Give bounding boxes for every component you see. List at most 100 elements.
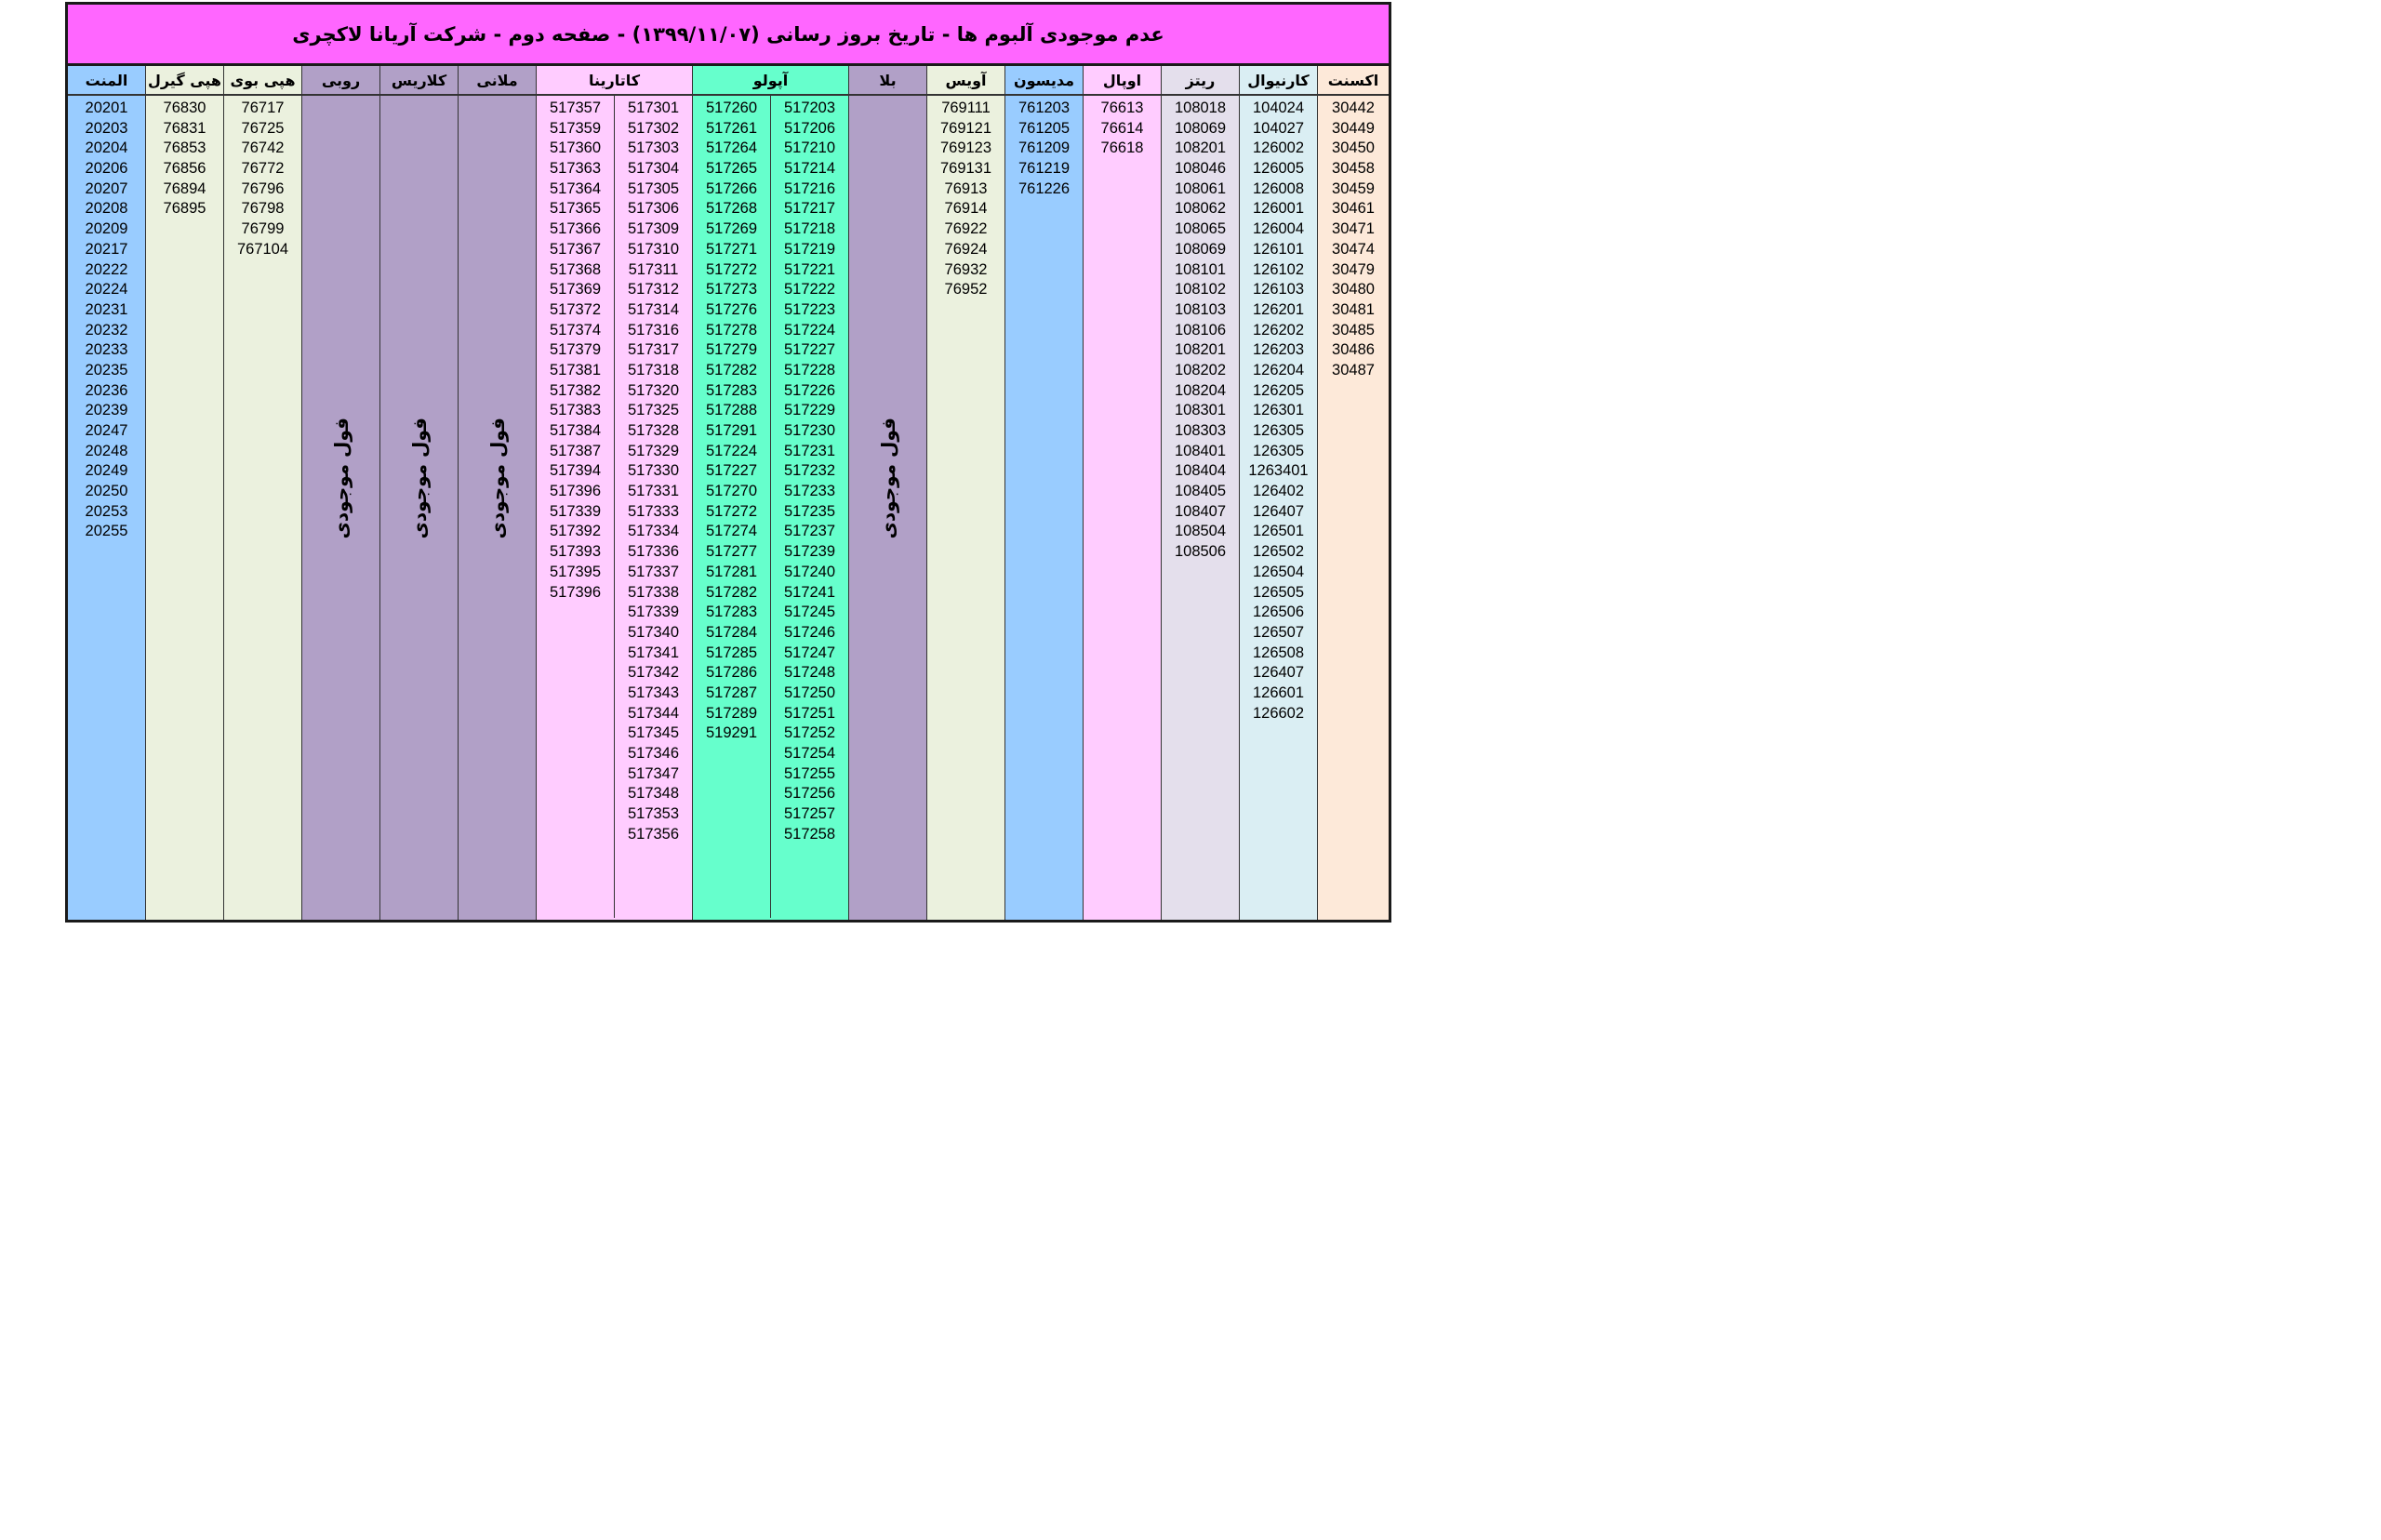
album-code: 517396: [549, 483, 602, 500]
album-code: 517230: [783, 422, 836, 439]
album-code: 517394: [549, 462, 602, 480]
column-header-bella: بلا: [849, 66, 926, 96]
album-code: 517357: [549, 100, 602, 116]
album-code: 517224: [783, 321, 836, 339]
album-code: 76799: [241, 220, 285, 238]
album-code: 108504: [1174, 523, 1227, 540]
album-code: 517255: [783, 764, 836, 782]
album-code: 76725: [241, 119, 285, 137]
album-code: 517257: [783, 805, 836, 823]
album-code: 126502: [1252, 543, 1305, 561]
album-code: 126501: [1252, 523, 1305, 540]
album-code: 126204: [1252, 361, 1305, 378]
subcolumn-happy-girl-1: 76830 76831 76853 76856 76894 76895: [146, 96, 223, 918]
album-code: 517222: [783, 281, 836, 299]
album-code: 104024: [1252, 100, 1305, 116]
album-code: 76914: [944, 200, 988, 218]
album-code: 517203: [783, 100, 836, 116]
album-code: 30461: [1332, 200, 1375, 218]
album-code: 517360: [549, 139, 602, 157]
album-code: 517276: [705, 300, 758, 318]
album-code: 108046: [1174, 160, 1227, 178]
album-code: 517342: [627, 664, 680, 682]
album-code: 517372: [549, 300, 602, 318]
album-code: 108201: [1174, 341, 1227, 359]
album-code: 76853: [163, 139, 206, 157]
album-code: 20247: [85, 422, 128, 439]
album-code: 108103: [1174, 300, 1227, 318]
full-stock-label: فول موجودی: [486, 418, 509, 539]
album-code: 517368: [549, 260, 602, 278]
album-code: 517284: [705, 623, 758, 641]
full-stock-label: فول موجودی: [876, 418, 899, 539]
album-code: 761219: [1018, 160, 1071, 178]
album-code: 20201: [85, 100, 128, 116]
subcolumn-ritz-1: 108018 108069 108201 108046 108061 108062 1080…: [1162, 96, 1239, 918]
album-code: 517283: [705, 604, 758, 621]
album-code: 517353: [627, 805, 680, 823]
album-code: 108201: [1174, 139, 1227, 157]
album-code: 30459: [1332, 179, 1375, 197]
album-code: 517264: [705, 139, 758, 157]
album-code: 517367: [549, 240, 602, 258]
album-code: 517282: [705, 361, 758, 378]
album-code: 517261: [705, 119, 758, 137]
album-code: 517273: [705, 281, 758, 299]
album-code: 517272: [705, 502, 758, 520]
album-code: 20231: [85, 300, 128, 318]
album-code: 517359: [549, 119, 602, 137]
column-header-accent: اکسنت: [1318, 66, 1389, 96]
album-code: 517260: [705, 100, 758, 116]
album-code: 517239: [783, 543, 836, 561]
album-code: 517256: [783, 785, 836, 803]
column-apollo: آپولو 517260 517261 517264 517265 517266 51726…: [693, 66, 849, 920]
album-code: 76831: [163, 119, 206, 137]
album-code: 517311: [628, 260, 679, 278]
album-code: 517206: [783, 119, 836, 137]
album-code: 517240: [783, 563, 836, 580]
album-code: 108102: [1174, 281, 1227, 299]
column-header-melanie: ملانی: [459, 66, 536, 96]
column-header-ritz: ریتز: [1162, 66, 1239, 96]
subcolumn-katarina-2: 517357 517359 517360 517363 517364 517365 5173…: [537, 96, 614, 918]
album-code: 517277: [705, 543, 758, 561]
album-code: 108204: [1174, 381, 1227, 399]
column-ritz: ریتز 108018 108069 108201 108046 108061 108062…: [1162, 66, 1240, 920]
album-code: 20222: [85, 260, 128, 278]
album-code: 108101: [1174, 260, 1227, 278]
album-code: 517333: [627, 502, 680, 520]
album-code: 517248: [783, 664, 836, 682]
album-code: 517229: [783, 402, 836, 419]
album-code: 517219: [783, 240, 836, 258]
album-code: 108018: [1174, 100, 1227, 116]
album-code: 104027: [1252, 119, 1305, 137]
album-code: 30442: [1332, 100, 1375, 116]
album-code: 126103: [1252, 281, 1305, 299]
album-code: 517387: [549, 442, 602, 459]
album-code: 517283: [705, 381, 758, 399]
album-code: 30449: [1332, 119, 1375, 137]
album-code: 517347: [627, 764, 680, 782]
column-header-avis: آویس: [927, 66, 1004, 96]
column-madison: مدیسون 761203 761205 761209 761219 761226: [1005, 66, 1084, 920]
album-code: 76772: [241, 160, 285, 178]
full-stock-note: فول موجودی: [459, 418, 536, 538]
album-code: 517330: [627, 462, 680, 480]
album-code: 517310: [627, 240, 680, 258]
album-code: 76798: [241, 200, 285, 218]
album-code: 517226: [783, 381, 836, 399]
subcolumn-apollo-2: 517260 517261 517264 517265 517266 517268 5172…: [693, 96, 770, 918]
album-code: 76830: [163, 100, 206, 116]
album-code: 517303: [627, 139, 680, 157]
album-code: 126005: [1252, 160, 1305, 178]
album-code: 517241: [783, 583, 836, 601]
album-code: 517270: [705, 483, 758, 500]
album-code: 126508: [1252, 644, 1305, 661]
album-code: 517395: [549, 563, 602, 580]
album-code: 20208: [85, 200, 128, 218]
album-code: 517312: [627, 281, 680, 299]
album-code: 517288: [705, 402, 758, 419]
album-code: 126402: [1252, 483, 1305, 500]
album-code: 76614: [1100, 119, 1144, 137]
album-code: 126002: [1252, 139, 1305, 157]
